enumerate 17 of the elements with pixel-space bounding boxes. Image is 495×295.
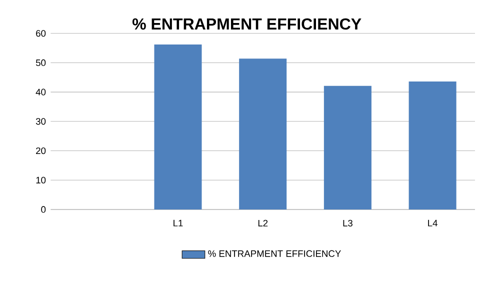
y-tick-label: 10 bbox=[36, 176, 46, 184]
x-tick-label: L3 bbox=[343, 220, 352, 227]
x-tick-label: L1 bbox=[174, 220, 183, 226]
bar bbox=[408, 82, 456, 210]
x-tick-label: L4 bbox=[428, 220, 438, 226]
y-tick-label: 40 bbox=[36, 88, 46, 96]
x-tick-label: L2 bbox=[258, 220, 268, 226]
y-tick-label: 0 bbox=[41, 206, 46, 213]
y-tick-label: 60 bbox=[36, 30, 46, 37]
y-tick-label: 50 bbox=[36, 59, 46, 66]
y-tick-label: 30 bbox=[36, 118, 46, 125]
legend-label: % ENTRAPMENT EFFICIENCY bbox=[208, 250, 341, 257]
bar bbox=[154, 44, 202, 210]
y-tick-label: 20 bbox=[36, 148, 46, 154]
bar bbox=[239, 58, 287, 210]
chart-title: % ENTRAPMENT EFFICIENCY bbox=[132, 18, 362, 30]
bar bbox=[324, 86, 372, 210]
